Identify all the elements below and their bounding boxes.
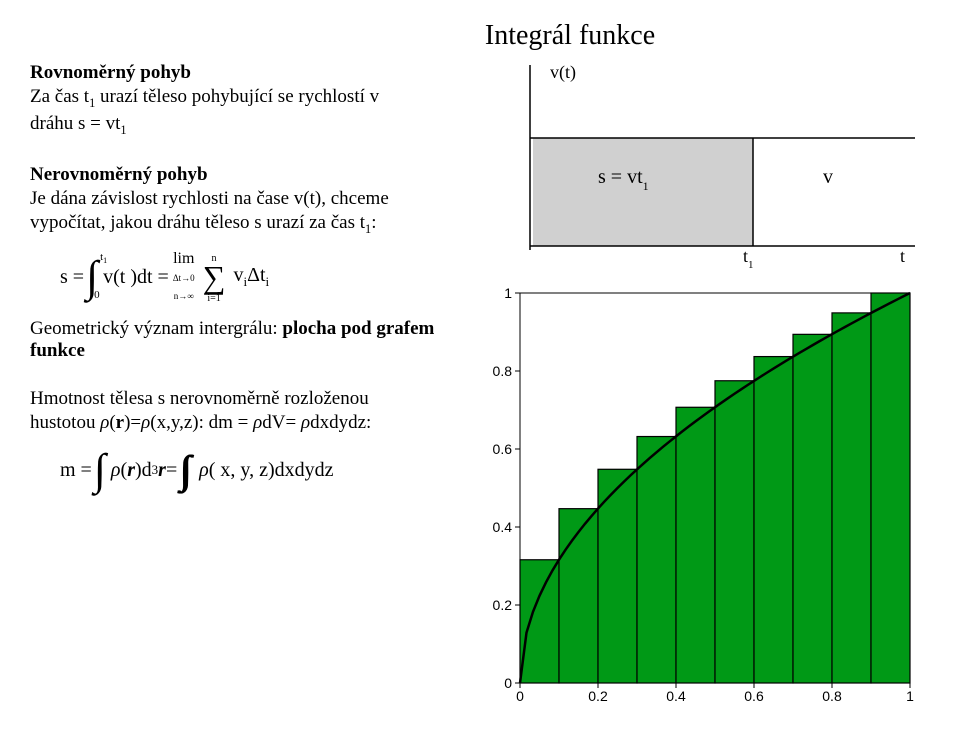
svg-text:0.6: 0.6	[744, 688, 764, 704]
svg-text:v: v	[823, 166, 833, 188]
svg-text:1: 1	[504, 285, 512, 301]
svg-text:t: t	[900, 246, 905, 266]
sec2-line1: Je dána závislost rychlosti na čase v(t)…	[30, 188, 475, 210]
formula-mass: m = ∫ ρ(r)d3r = ∫∫∫ ρ( x, y, z)dxdydz	[60, 448, 475, 492]
svg-text:1: 1	[906, 688, 914, 704]
svg-text:0.8: 0.8	[493, 363, 513, 379]
sec2-line2: vypočítat, jakou dráhu těleso s urazí za…	[30, 212, 475, 237]
svg-text:0.6: 0.6	[493, 441, 513, 457]
sec1-line2: dráhu s = vt1	[30, 113, 475, 138]
svg-text:0: 0	[516, 688, 524, 704]
page-title: Integrál funkce	[210, 20, 930, 52]
riemann-chart: 0 0.2 0.4 0.6 0.8 1 0 0.2 0.4 0.6 0.8 1	[475, 283, 920, 713]
velocity-diagram: v(t)s = vt1vt1t	[475, 60, 920, 273]
svg-text:0.2: 0.2	[588, 688, 608, 704]
svg-text:v(t): v(t)	[550, 62, 576, 83]
svg-text:0.4: 0.4	[666, 688, 686, 704]
sec4-line1: Hmotnost tělesa s nerovnoměrně rozloženo…	[30, 388, 475, 410]
sec2-heading: Nerovnoměrný pohyb	[30, 164, 475, 186]
sec3-line: Geometrický význam intergrálu: plocha po…	[30, 318, 475, 362]
svg-text:0.8: 0.8	[822, 688, 842, 704]
formula-integral: s = t1 ∫ 0 v(t )dt = lim Δt→0 n→∞ n ∑ i=…	[60, 250, 475, 304]
svg-text:0: 0	[504, 675, 512, 691]
svg-text:t1: t1	[743, 246, 754, 271]
sec1-line1: Za čas t1 urazí těleso pohybující se ryc…	[30, 86, 475, 111]
sec1-heading: Rovnoměrný pohyb	[30, 62, 475, 84]
sec4-line2: hustotou ρ(r)=ρ(x,y,z): dm = ρdV= ρdxdyd…	[30, 412, 475, 434]
svg-text:0.2: 0.2	[493, 597, 513, 613]
svg-text:0.4: 0.4	[493, 519, 513, 535]
